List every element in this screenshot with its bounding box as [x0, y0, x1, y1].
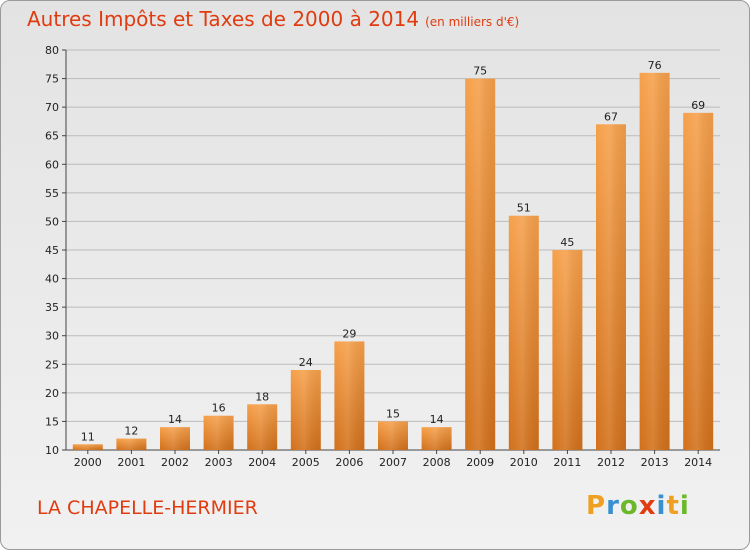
y-tick-label: 20 [45, 387, 59, 400]
y-tick-label: 70 [45, 101, 59, 114]
bar-shine-2000 [72, 444, 103, 450]
value-label: 18 [255, 390, 269, 403]
value-label: 12 [124, 425, 138, 438]
y-tick-label: 40 [45, 273, 59, 286]
chart-unit: (en milliers d'€) [425, 15, 520, 29]
x-tick-label: 2002 [161, 456, 189, 469]
value-label: 14 [430, 413, 444, 426]
value-label: 15 [386, 407, 400, 420]
bar-shine-2014 [683, 112, 714, 450]
y-tick-label: 55 [45, 187, 59, 200]
y-tick-label: 45 [45, 244, 59, 257]
bar-shine-2007 [378, 421, 408, 450]
bar-shine-2013 [639, 72, 670, 450]
bar-shine-2002 [160, 427, 190, 450]
label-layer: 10 15 20 25 30 35 40 45 50 55 60 65 70 75 80 2000 11 2001… [45, 44, 712, 469]
x-tick-label: 2011 [553, 456, 581, 469]
x-tick-label: 2000 [74, 456, 102, 469]
y-tick-label: 35 [45, 301, 59, 314]
value-label: 11 [81, 430, 95, 443]
y-tick-label: 10 [45, 444, 59, 457]
x-tick-label: 2005 [292, 456, 320, 469]
x-tick-label: 2003 [205, 456, 233, 469]
bar-shine-2011 [552, 250, 583, 450]
value-label: 24 [299, 356, 313, 369]
bar-shine-2010 [508, 215, 539, 450]
y-tick-label: 25 [45, 358, 59, 371]
y-tick-label: 65 [45, 130, 59, 143]
value-label: 76 [648, 59, 662, 72]
bar-shine-2005 [290, 370, 321, 450]
bar-shine-2001 [116, 438, 147, 450]
value-label: 45 [560, 236, 574, 249]
bar-layer [72, 72, 714, 451]
value-label: 51 [517, 202, 531, 215]
x-tick-label: 2012 [597, 456, 625, 469]
x-tick-label: 2008 [423, 456, 451, 469]
chart-title: Autres Impôts et Taxes de 2000 à 2014 (en… [27, 7, 520, 31]
y-tick-label: 60 [45, 158, 59, 171]
value-label: 75 [473, 65, 487, 78]
y-tick-label: 50 [45, 215, 59, 228]
bar-shine-2004 [247, 404, 278, 450]
value-label: 16 [212, 402, 226, 415]
y-tick-label: 80 [45, 44, 59, 57]
x-tick-label: 2001 [117, 456, 145, 469]
x-tick-label: 2009 [466, 456, 494, 469]
value-label: 14 [168, 413, 182, 426]
bar-shine-2012 [596, 124, 626, 451]
y-tick-label: 30 [45, 330, 59, 343]
y-tick-label: 15 [45, 415, 59, 428]
bar-shine-2006 [334, 341, 365, 450]
bar-shine-2003 [203, 415, 234, 450]
value-label: 67 [604, 110, 618, 123]
value-label: 69 [691, 99, 705, 112]
bar-shine-2008 [421, 427, 452, 450]
bar-shine-2009 [465, 78, 496, 451]
value-label: 29 [342, 327, 356, 340]
x-tick-label: 2004 [248, 456, 276, 469]
y-tick-label: 75 [45, 73, 59, 86]
x-tick-label: 2013 [641, 456, 669, 469]
proxiti-logo: Proxiti [586, 491, 690, 521]
commune-name: LA CHAPELLE-HERMIER [37, 497, 258, 519]
x-tick-label: 2006 [335, 456, 363, 469]
x-tick-label: 2014 [684, 456, 712, 469]
x-tick-label: 2010 [510, 456, 538, 469]
x-tick-label: 2007 [379, 456, 407, 469]
